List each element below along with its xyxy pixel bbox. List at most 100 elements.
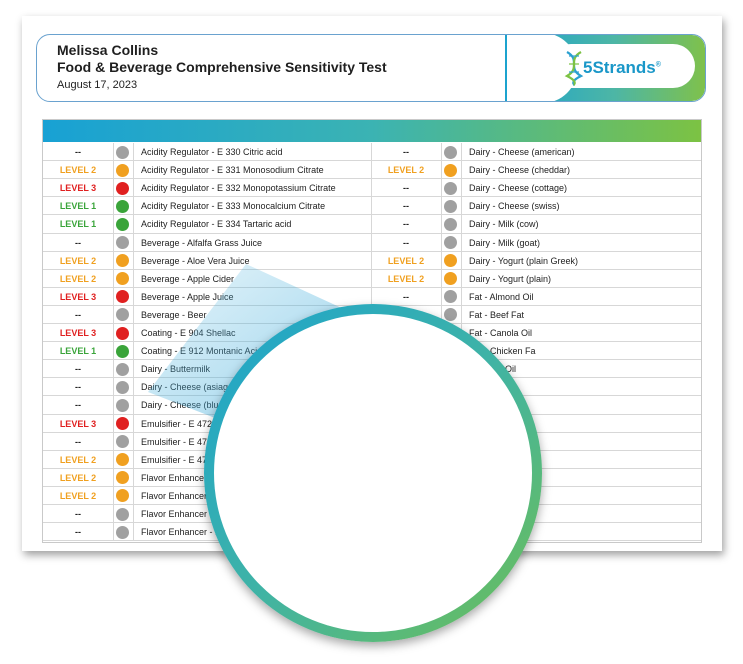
status-dot <box>444 163 457 177</box>
item-name: Dairy - Cheese (swiss) <box>469 201 560 212</box>
item-name: Beverage - Apple Juice <box>141 291 234 302</box>
row-divider <box>43 431 371 433</box>
row-divider <box>371 540 701 542</box>
level-label: -- <box>403 219 409 230</box>
magnifier-level-label: -- <box>256 367 266 385</box>
status-dot <box>116 181 129 195</box>
magnifier-level-label: -- <box>256 564 266 582</box>
level-label: LEVEL 2 <box>59 165 97 176</box>
test-date: August 17, 2023 <box>57 79 138 91</box>
magnifier-row-divider <box>214 502 532 504</box>
row-divider <box>371 467 701 469</box>
row-divider <box>371 160 701 162</box>
level-label: LEVEL 2 <box>59 490 97 501</box>
row-divider <box>371 485 701 487</box>
magnifier-status-dot <box>322 336 346 360</box>
row-divider <box>371 196 701 198</box>
row-divider <box>43 522 371 524</box>
row-divider <box>43 304 371 306</box>
level-label: -- <box>403 183 409 194</box>
level-label: -- <box>75 400 81 411</box>
item-name: Dairy - Cheese (cheddar) <box>469 165 571 176</box>
status-dot <box>444 272 457 286</box>
magnifier-status-dot <box>322 477 346 501</box>
level-label: -- <box>75 382 81 393</box>
magnifier-item-name: Dairy - Buttermilk <box>364 564 480 582</box>
magnifier-level-label: LEVEL 3 <box>230 451 292 469</box>
item-name: Dairy - Milk (cow) <box>469 219 539 230</box>
level-label: -- <box>403 291 409 302</box>
row-divider <box>43 485 371 487</box>
col-sep-left-level <box>113 143 114 542</box>
status-dot <box>444 254 457 268</box>
status-dot <box>444 290 457 304</box>
status-dot <box>444 181 457 195</box>
magnifier-item-name: Beverage - Beer <box>364 480 474 497</box>
level-label: LEVEL 1 <box>59 219 97 230</box>
status-dot <box>116 308 129 322</box>
status-dot <box>116 272 129 286</box>
magnifier-status-dot <box>322 589 346 614</box>
magnifier-level-label: LEVEL 2 <box>230 395 292 413</box>
item-name: Emulsifier - E 472 b <box>141 436 220 447</box>
level-label: LEVEL 2 <box>59 273 97 284</box>
item-name: Dairy - Milk (goat) <box>469 237 541 248</box>
magnifier-item-name: Beverage - Apple Cide <box>364 423 515 441</box>
item-name: Dairy - Cheese (american) <box>469 147 575 157</box>
patient-name: Melissa Collins <box>57 42 159 58</box>
item-name: Emulsifier - E 472 c <box>141 454 220 465</box>
magnifier-row-divider <box>214 389 532 391</box>
magnifier-level-label: LEVEL 3 <box>230 508 292 526</box>
status-dot <box>116 489 129 503</box>
row-divider <box>43 196 371 198</box>
magnifier-row-divider <box>214 530 532 532</box>
row-divider <box>371 431 701 433</box>
row-divider <box>371 359 701 361</box>
level-label: LEVEL 2 <box>387 255 425 266</box>
status-dot <box>444 236 457 249</box>
magnifier-item-name: Coating - E 904 Shella <box>364 508 515 526</box>
item-name: Beverage - Aloe Vera Juice <box>141 255 250 266</box>
item-name: Acidity Regulator - E 334 Tartaric acid <box>141 219 292 230</box>
level-label: -- <box>75 509 81 519</box>
status-dot <box>116 435 129 449</box>
level-label: LEVEL 2 <box>387 273 425 284</box>
row-divider <box>43 268 371 270</box>
level-label: LEVEL 3 <box>59 328 97 338</box>
status-dot <box>116 398 129 412</box>
row-divider <box>371 323 701 324</box>
status-dot <box>116 344 129 358</box>
status-dot <box>116 453 129 467</box>
row-divider <box>371 178 701 180</box>
status-dot <box>116 236 129 249</box>
magnifier-item-name: Acidity Regu <box>364 339 449 356</box>
row-divider <box>43 232 371 234</box>
row-divider <box>371 214 701 216</box>
magnifier-item-name: Beverage - Alfalf <box>364 367 475 385</box>
magnifier-status-dot <box>322 364 346 389</box>
row-divider <box>371 504 701 505</box>
magnifier-status-dot <box>322 561 346 586</box>
status-dot <box>444 199 457 213</box>
row-divider <box>43 214 371 216</box>
level-label: -- <box>403 237 409 248</box>
level-label: -- <box>75 147 81 157</box>
status-dot <box>116 507 129 521</box>
level-label: LEVEL 1 <box>59 346 97 357</box>
level-label: LEVEL 2 <box>59 454 97 465</box>
row-divider <box>371 413 701 415</box>
col-sep-left-dot <box>133 143 134 542</box>
magnifier-level-label: -- <box>256 480 266 497</box>
magnifier-item-name: Beverage - Aloe Vera <box>364 395 506 413</box>
level-label: -- <box>75 237 81 248</box>
magnifier-row-divider <box>214 417 532 419</box>
brand-logo-text: 5Strands® <box>583 58 661 77</box>
magnifier-status-dot <box>322 420 346 445</box>
row-divider <box>371 232 701 234</box>
status-dot <box>116 471 129 485</box>
magnifier-row-divider <box>214 474 532 475</box>
row-divider <box>371 286 701 288</box>
magnifier-row-divider <box>214 361 532 363</box>
row-divider <box>371 304 701 306</box>
status-dot <box>116 362 129 376</box>
